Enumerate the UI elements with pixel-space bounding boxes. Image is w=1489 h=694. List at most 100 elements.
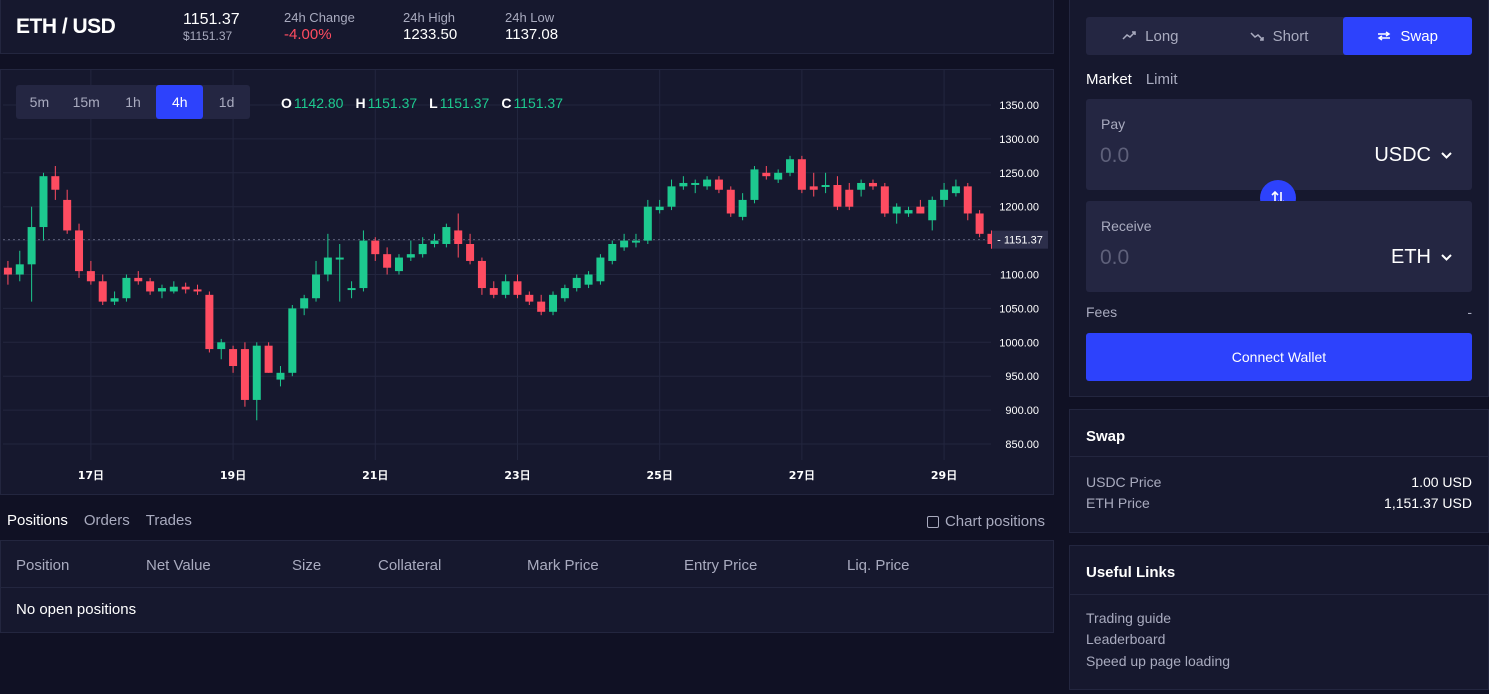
timeframe-15m-button[interactable]: 15m xyxy=(72,94,100,110)
eth-price-value: 1,151.37 USD xyxy=(1384,495,1472,511)
pay-token-label: USDC xyxy=(1374,144,1431,166)
x-tick-label: 21日 xyxy=(362,469,388,482)
swap-arrows-icon xyxy=(1378,31,1391,41)
low-stat: 24h Low 1137.08 xyxy=(505,10,558,43)
candle-body xyxy=(477,260,486,289)
positions-table: Position Net Value Size Collateral Mark … xyxy=(0,540,1054,633)
candle-body xyxy=(75,230,84,272)
candle-body xyxy=(608,243,617,261)
candle-body xyxy=(560,288,569,299)
candle-body xyxy=(157,288,166,292)
candle-body xyxy=(537,301,546,312)
low-value: 1137.08 xyxy=(505,26,559,43)
candle-body xyxy=(430,240,439,244)
swap-info-panel: Swap USDC Price 1.00 USD ETH Price 1,151… xyxy=(1069,409,1489,533)
chart-positions-checkbox[interactable] xyxy=(926,515,939,528)
timeframe-1d-button[interactable]: 1d xyxy=(218,94,235,110)
price-stat: 1151.37 $1151.37 xyxy=(183,11,240,43)
ohlc-low-key: L xyxy=(429,95,438,111)
trading-guide-link[interactable]: Trading guide xyxy=(1086,610,1172,626)
chart-positions-toggle[interactable]: Chart positions xyxy=(926,513,1045,530)
leaderboard-link[interactable]: Leaderboard xyxy=(1086,631,1166,647)
timeframe-4h-button[interactable]: 4h xyxy=(156,85,204,119)
receive-label: Receive xyxy=(1101,218,1152,234)
candle-body xyxy=(774,172,783,180)
x-tick-label: 19日 xyxy=(220,469,246,482)
candle-body xyxy=(797,159,806,190)
change-label: 24h Change xyxy=(284,10,355,25)
chart-positions-label: Chart positions xyxy=(944,513,1045,530)
candle-body xyxy=(383,254,392,268)
candle-body xyxy=(679,182,688,187)
pay-box: Pay USDC xyxy=(1086,99,1472,190)
receive-amount-input[interactable] xyxy=(1100,246,1300,270)
speed-up-link[interactable]: Speed up page loading xyxy=(1086,653,1231,669)
x-tick-label: 27日 xyxy=(789,469,815,482)
pair-title[interactable]: ETH / USD xyxy=(16,15,116,38)
candle-body xyxy=(916,206,925,214)
useful-links-panel: Useful Links Trading guide Leaderboard S… xyxy=(1069,545,1489,690)
candle-body xyxy=(217,342,226,350)
high-value: 1233.50 xyxy=(403,26,458,43)
candle-body xyxy=(726,189,735,214)
candle-body xyxy=(347,288,356,291)
connect-wallet-button[interactable]: Connect Wallet xyxy=(1086,333,1472,381)
candle-body xyxy=(620,240,629,248)
candle-body xyxy=(703,179,712,187)
table-divider xyxy=(1,587,1053,588)
candle-body xyxy=(643,206,652,241)
candle-body xyxy=(857,182,866,190)
candle-body xyxy=(691,182,700,185)
column-collateral: Collateral xyxy=(378,557,442,574)
candle-body xyxy=(655,206,664,211)
candle-body xyxy=(466,243,475,261)
long-label: Long xyxy=(1145,27,1179,45)
short-tab[interactable]: Short xyxy=(1215,17,1344,55)
candle-body xyxy=(513,281,522,295)
ticker-header: ETH / USD 1151.37 $1151.37 24h Change -4… xyxy=(0,0,1054,54)
pay-label: Pay xyxy=(1101,116,1126,132)
change-stat: 24h Change -4.00% xyxy=(284,10,355,43)
candle-body xyxy=(549,294,558,312)
candle-body xyxy=(63,199,72,231)
tab-trades[interactable]: Trades xyxy=(145,512,192,529)
tab-market[interactable]: Market xyxy=(1086,71,1132,88)
y-tick-label: 1100.00 xyxy=(1000,270,1039,282)
candle-body xyxy=(193,289,202,292)
fees-value: - xyxy=(1467,304,1472,320)
timeframe-5m-button[interactable]: 5m xyxy=(29,94,50,110)
swap-tab[interactable]: Swap xyxy=(1343,17,1473,55)
candle-body xyxy=(750,169,759,200)
useful-links-title: Useful Links xyxy=(1086,564,1176,581)
tab-limit[interactable]: Limit xyxy=(1145,71,1178,88)
candle-body xyxy=(252,345,261,400)
timeframe-1h-button[interactable]: 1h xyxy=(125,94,141,110)
candle-body xyxy=(39,176,48,228)
candle-body xyxy=(963,186,972,214)
price-chart[interactable]: 1350.001300.001250.001200.001150.001100.… xyxy=(1,70,1055,496)
pay-amount-input[interactable] xyxy=(1100,144,1300,168)
candle-body xyxy=(442,227,451,244)
candle-body xyxy=(86,271,95,282)
column-size: Size xyxy=(292,557,322,574)
positions-tabs: Positions Orders Trades xyxy=(7,512,192,529)
y-tick-label: 950.00 xyxy=(1005,371,1039,383)
pay-token-select[interactable]: USDC xyxy=(1374,144,1452,167)
chart-panel[interactable]: 1350.001300.001250.001200.001150.001100.… xyxy=(0,69,1054,495)
eth-price-row: ETH Price 1,151.37 USD xyxy=(1086,495,1472,511)
candle-body xyxy=(596,257,605,282)
candle-body xyxy=(904,210,913,214)
y-tick-label: 1300.00 xyxy=(999,134,1039,146)
candle-body xyxy=(501,281,510,295)
long-tab[interactable]: Long xyxy=(1086,17,1215,55)
tab-orders[interactable]: Orders xyxy=(83,512,130,529)
candle-body xyxy=(229,349,238,367)
receive-token-select[interactable]: ETH xyxy=(1391,246,1452,269)
candle-body xyxy=(134,277,143,282)
candle-body xyxy=(205,294,214,350)
x-tick-label: 17日 xyxy=(78,469,104,482)
y-tick-label: 850.00 xyxy=(1005,439,1039,451)
x-tick-label: 23日 xyxy=(504,469,530,482)
tab-positions[interactable]: Positions xyxy=(7,512,68,529)
eth-price-label: ETH Price xyxy=(1086,495,1150,511)
